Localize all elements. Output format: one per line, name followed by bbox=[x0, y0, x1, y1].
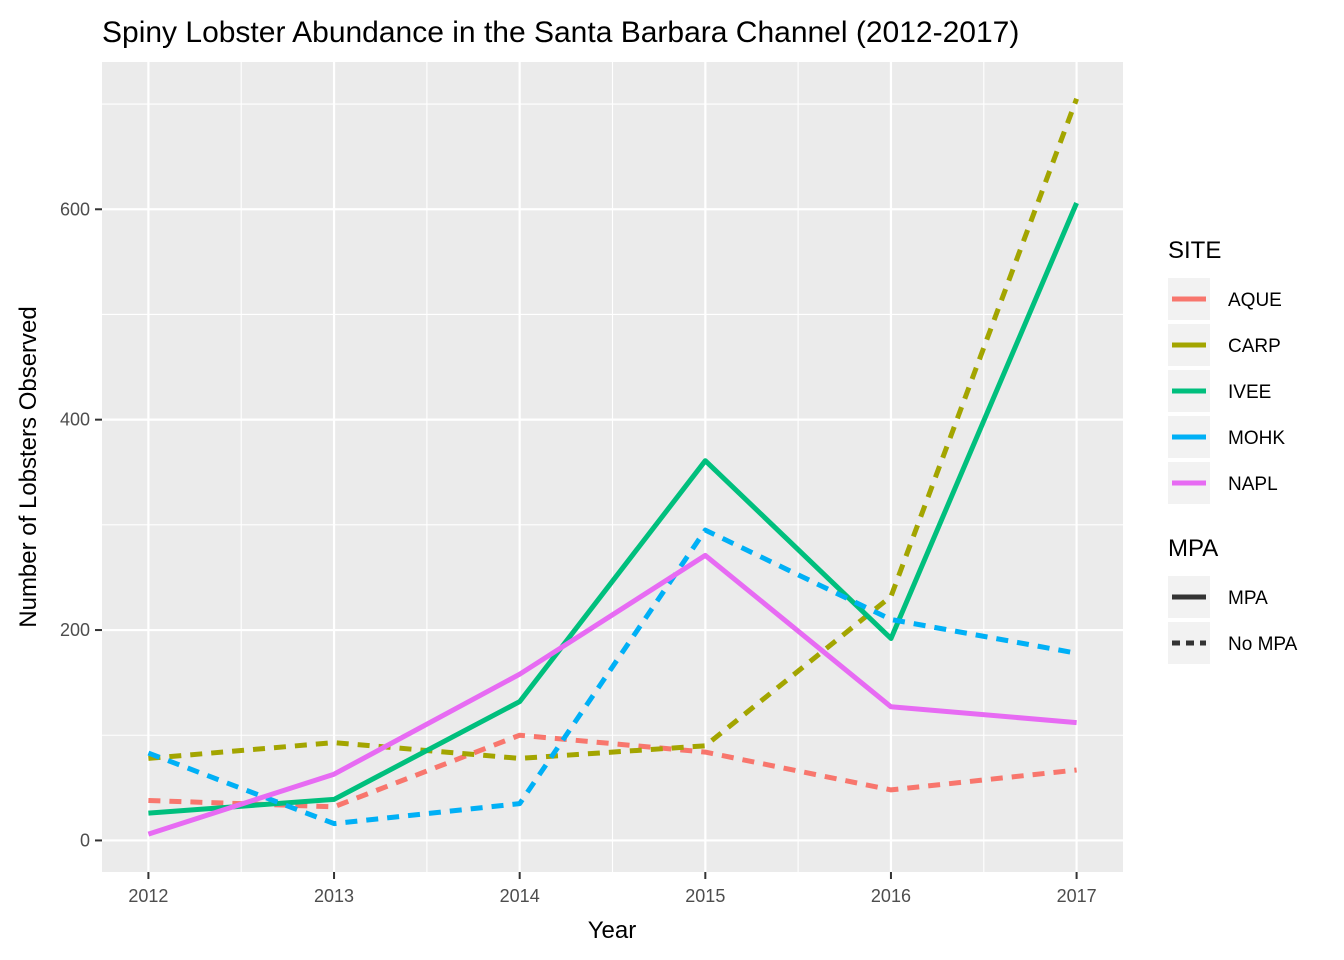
y-axis-ticks: 0 200 400 600 bbox=[60, 199, 102, 850]
legend-label-napl: NAPL bbox=[1228, 474, 1278, 495]
legend-label-aque: AQUE bbox=[1228, 290, 1282, 311]
legend-label-mpa: MPA bbox=[1228, 588, 1268, 609]
chart-title: Spiny Lobster Abundance in the Santa Bar… bbox=[102, 16, 1019, 49]
x-tick-label: 2014 bbox=[500, 886, 540, 906]
y-axis-title: Number of Lobsters Observed bbox=[15, 306, 42, 627]
y-tick-label: 400 bbox=[60, 410, 90, 430]
grid-minor bbox=[102, 62, 1123, 872]
legend: SITE AQUE CARP IVEE MOHK NAPL MPA MPA No MPA bbox=[1168, 237, 1298, 664]
series-line-carp bbox=[148, 97, 1079, 761]
series-line-napl bbox=[147, 552, 1077, 837]
x-tick-label: 2012 bbox=[128, 886, 168, 906]
x-axis-title: Year bbox=[588, 917, 637, 944]
x-axis-ticks: 2012 2013 2014 2015 2016 2017 bbox=[128, 872, 1097, 906]
x-tick-label: 2013 bbox=[314, 886, 354, 906]
y-tick-label: 0 bbox=[80, 830, 90, 850]
x-tick-label: 2016 bbox=[871, 886, 911, 906]
x-tick-label: 2017 bbox=[1057, 886, 1097, 906]
y-tick-label: 200 bbox=[60, 620, 90, 640]
grid-major bbox=[102, 62, 1123, 872]
series-line-ivee bbox=[148, 202, 1079, 816]
series-line-mohk bbox=[147, 527, 1078, 827]
series-line-aque bbox=[148, 732, 1077, 810]
legend-label-carp: CARP bbox=[1228, 336, 1281, 357]
legend-title-mpa: MPA bbox=[1168, 535, 1218, 562]
legend-label-mohk: MOHK bbox=[1228, 428, 1285, 449]
series-lines bbox=[147, 97, 1079, 837]
legend-title-site: SITE bbox=[1168, 237, 1221, 264]
x-tick-label: 2015 bbox=[685, 886, 725, 906]
y-tick-label: 600 bbox=[60, 199, 90, 219]
legend-label-no-mpa: No MPA bbox=[1228, 634, 1298, 655]
legend-label-ivee: IVEE bbox=[1228, 382, 1271, 403]
